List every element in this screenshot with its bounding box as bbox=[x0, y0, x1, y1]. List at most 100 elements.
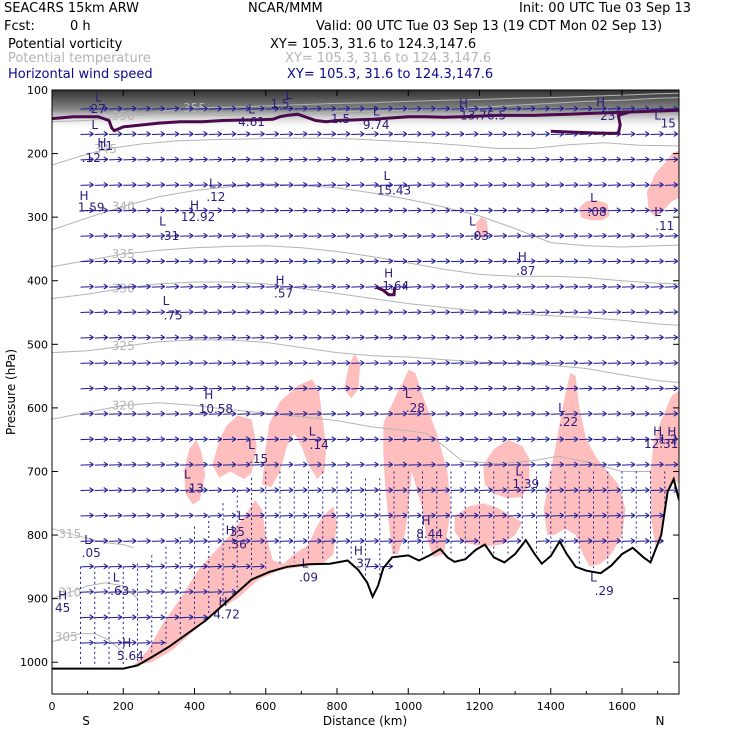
pv-value-label: 15 bbox=[661, 117, 676, 131]
wind-arrow bbox=[664, 181, 679, 188]
wind-arrow bbox=[123, 258, 137, 265]
wind-arrow bbox=[208, 207, 223, 214]
wind-arrow bbox=[636, 131, 650, 137]
wind-arrow bbox=[678, 439, 679, 440]
wind-arrow bbox=[522, 436, 536, 443]
wind-arrow bbox=[436, 309, 451, 315]
wind-arrow bbox=[165, 410, 180, 417]
wind-arrow bbox=[522, 461, 536, 468]
pv-extremum-marker: H bbox=[518, 250, 527, 264]
wind-arrow bbox=[265, 537, 280, 544]
pv-shaded-region-9 bbox=[650, 392, 679, 548]
pv-extremum-marker: L bbox=[590, 191, 597, 205]
wind-arrow bbox=[664, 258, 679, 265]
wind-arrow bbox=[493, 131, 508, 137]
pv-shaded-region-6 bbox=[483, 439, 530, 499]
wind-arrow bbox=[251, 156, 265, 163]
wind-arrow bbox=[422, 436, 436, 443]
wind-arrow bbox=[493, 461, 508, 468]
wind-arrow bbox=[237, 487, 251, 493]
wind-arrow bbox=[522, 232, 536, 239]
pv-extremum-marker: L bbox=[113, 571, 120, 585]
wind-arrow bbox=[322, 207, 337, 214]
wind-arrow bbox=[294, 156, 308, 163]
wind-arrow bbox=[393, 334, 408, 341]
wind-arrow bbox=[678, 286, 679, 288]
wind-arrow bbox=[265, 181, 280, 188]
wind-arrow bbox=[636, 207, 650, 214]
wind-arrow bbox=[607, 105, 622, 112]
wind-arrow bbox=[222, 232, 237, 239]
wind-arrow bbox=[180, 410, 194, 417]
wind-arrow bbox=[222, 131, 237, 137]
wind-arrow bbox=[294, 207, 308, 214]
wind-arrow bbox=[579, 156, 593, 163]
wind-arrow bbox=[650, 385, 664, 392]
wind-arrow bbox=[336, 105, 351, 112]
wind-arrow bbox=[493, 385, 508, 392]
theta-contour-340 bbox=[52, 183, 679, 248]
wind-arrow bbox=[493, 410, 508, 417]
pv-extremum-marker: L bbox=[515, 464, 522, 478]
wind-arrow bbox=[351, 232, 365, 239]
pv-value-label: .63 bbox=[110, 584, 129, 598]
wind-arrow bbox=[137, 639, 151, 646]
wind-arrow bbox=[208, 131, 223, 137]
wind-arrow bbox=[251, 537, 265, 544]
wind-arrow bbox=[422, 385, 436, 392]
wind-arrow bbox=[251, 181, 265, 188]
wind-arrow bbox=[465, 385, 479, 392]
wind-arrow bbox=[294, 181, 308, 188]
wind-arrow bbox=[237, 410, 251, 417]
wind-arrow bbox=[593, 283, 607, 290]
wind-arrow bbox=[650, 410, 664, 417]
wind-arrow bbox=[80, 614, 94, 621]
wind-arrow bbox=[422, 461, 436, 468]
wind-arrow bbox=[593, 105, 607, 112]
wind-arrow bbox=[365, 207, 379, 214]
wind-arrow bbox=[208, 563, 223, 570]
wind-arrow bbox=[80, 588, 94, 595]
wind-arrow bbox=[336, 309, 351, 315]
wind-arrow bbox=[664, 156, 679, 163]
wind-arrow bbox=[265, 487, 280, 493]
pv-shaded-region-11 bbox=[579, 200, 610, 221]
wind-arrow bbox=[108, 156, 123, 163]
wind-arrow bbox=[80, 156, 94, 163]
init-time: Init: 00 UTC Tue 03 Sep 13 bbox=[519, 1, 692, 16]
pv-shaded-region-2 bbox=[212, 415, 257, 480]
wind-arrow bbox=[237, 258, 251, 265]
wind-arrow bbox=[550, 156, 565, 163]
wind-arrow bbox=[465, 181, 479, 188]
wind-arrow bbox=[607, 207, 622, 214]
wind-arrow bbox=[550, 283, 565, 290]
wind-arrow bbox=[365, 563, 379, 570]
wind-arrow bbox=[379, 537, 394, 544]
wind-arrow bbox=[194, 156, 208, 163]
pv-value-label: 1.5 bbox=[331, 112, 350, 126]
wind-arrow bbox=[151, 436, 166, 443]
wind-arrow bbox=[607, 309, 622, 315]
wind-arrow bbox=[294, 232, 308, 239]
theta-label-345: 345 bbox=[94, 142, 117, 156]
wind-arrow bbox=[536, 156, 550, 163]
theta-label-315: 315 bbox=[58, 527, 81, 541]
wind-arrow bbox=[80, 436, 94, 443]
wind-arrow bbox=[550, 334, 565, 341]
wind-arrow bbox=[650, 156, 664, 163]
theta-label-320: 320 bbox=[112, 398, 135, 412]
wind-arrow bbox=[194, 410, 208, 417]
wind-arrow bbox=[336, 487, 351, 493]
wind-arrow bbox=[507, 258, 522, 265]
wind-arrow bbox=[636, 232, 650, 239]
wind-arrow bbox=[308, 487, 322, 493]
pv-extremum-marker: H bbox=[204, 388, 213, 402]
pv-value-label: .22 bbox=[559, 415, 578, 429]
wind-arrow bbox=[222, 563, 237, 570]
wind-arrow bbox=[123, 436, 137, 443]
wind-arrow bbox=[251, 105, 265, 112]
wind-arrow bbox=[108, 105, 123, 112]
wind-arrow bbox=[408, 359, 422, 366]
x-tick-label: 1000 bbox=[394, 700, 422, 713]
wind-arrow bbox=[422, 309, 436, 315]
